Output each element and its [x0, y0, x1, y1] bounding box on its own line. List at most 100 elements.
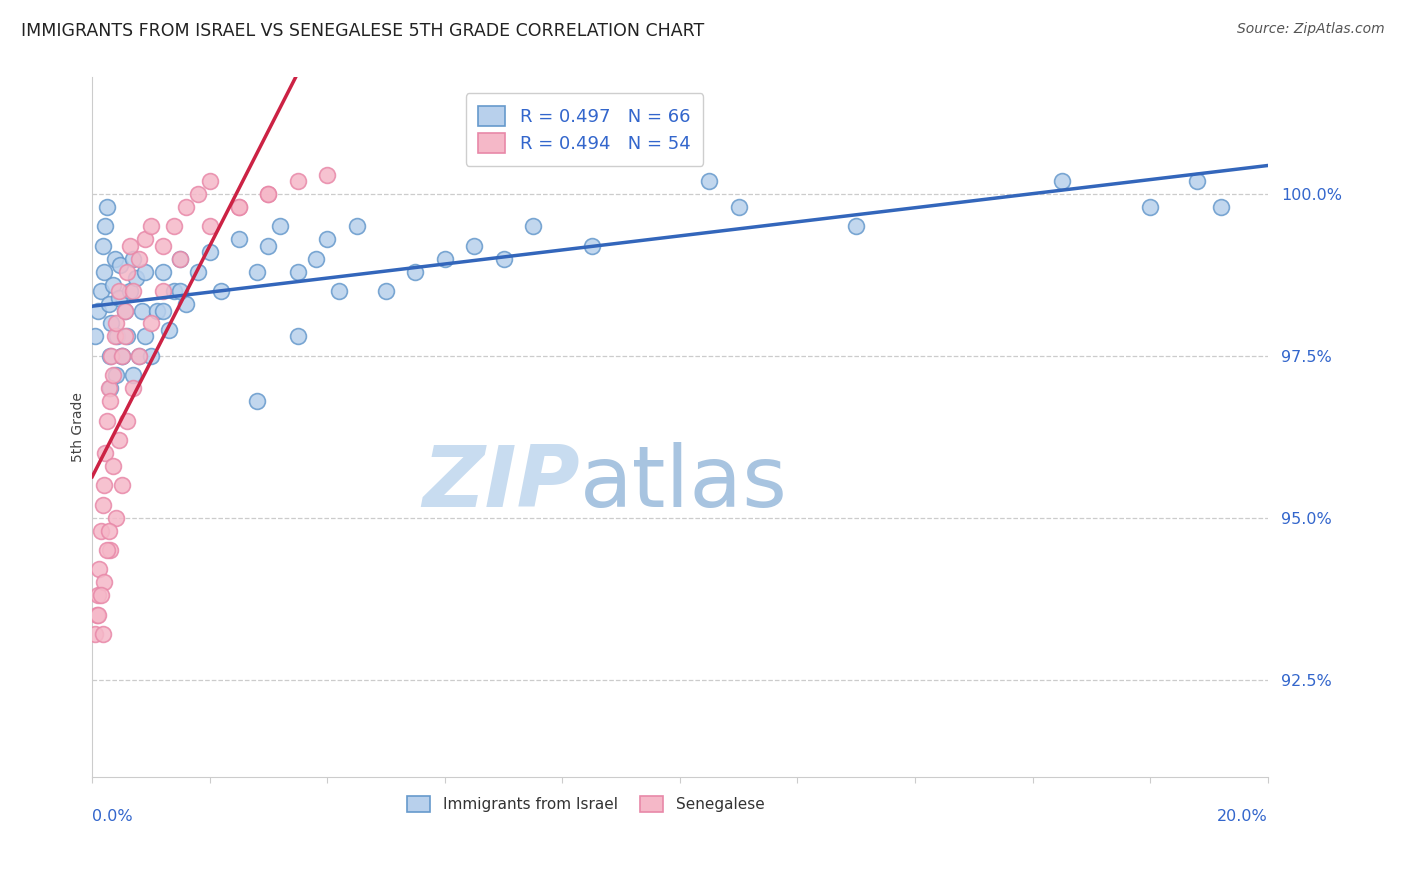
Point [163, 284, 186, 298]
Point [134, 329, 156, 343]
Point [257, 239, 280, 253]
Point [727, 200, 749, 214]
Point [246, 265, 269, 279]
Point [257, 186, 280, 201]
Point [84, 627, 107, 641]
Point [96, 414, 118, 428]
Point [211, 284, 233, 298]
Text: Source: ZipAtlas.com: Source: ZipAtlas.com [1237, 22, 1385, 37]
Text: atlas: atlas [581, 442, 787, 524]
Point [163, 219, 186, 234]
Point [107, 291, 129, 305]
Point [169, 284, 191, 298]
Point [120, 239, 142, 253]
Point [1185, 174, 1208, 188]
Point [122, 381, 145, 395]
Point [375, 284, 398, 298]
Point [125, 271, 148, 285]
Point [134, 232, 156, 246]
Point [101, 458, 124, 473]
Point [845, 219, 868, 234]
Point [169, 252, 191, 266]
Point [287, 329, 309, 343]
Point [98, 543, 121, 558]
Point [174, 200, 197, 214]
Point [287, 174, 309, 188]
Point [93, 265, 115, 279]
Point [581, 239, 603, 253]
Point [128, 349, 150, 363]
Point [103, 329, 125, 343]
Point [134, 265, 156, 279]
Point [100, 317, 122, 331]
Text: 0.0%: 0.0% [93, 809, 132, 824]
Point [110, 258, 132, 272]
Point [152, 265, 174, 279]
Point [90, 524, 112, 538]
Point [104, 317, 127, 331]
Text: IMMIGRANTS FROM ISRAEL VS SENEGALESE 5TH GRADE CORRELATION CHART: IMMIGRANTS FROM ISRAEL VS SENEGALESE 5TH… [21, 22, 704, 40]
Point [101, 277, 124, 292]
Point [228, 200, 250, 214]
Point [86, 607, 108, 622]
Point [346, 219, 368, 234]
Point [316, 168, 339, 182]
Point [98, 349, 121, 363]
Point [122, 284, 145, 298]
Point [110, 349, 132, 363]
Point [110, 478, 132, 492]
Point [87, 607, 110, 622]
Point [433, 252, 456, 266]
Point [105, 329, 128, 343]
Point [198, 245, 221, 260]
Point [117, 414, 139, 428]
Point [287, 265, 309, 279]
Point [1050, 174, 1073, 188]
Point [91, 239, 114, 253]
Point [1139, 200, 1161, 214]
Point [101, 368, 124, 383]
Point [128, 349, 150, 363]
Point [697, 174, 720, 188]
Point [98, 381, 121, 395]
Point [169, 252, 191, 266]
Point [91, 627, 114, 641]
Point [94, 219, 117, 234]
Point [107, 433, 129, 447]
Point [139, 317, 162, 331]
Point [97, 524, 120, 538]
Point [114, 329, 136, 343]
Point [117, 265, 139, 279]
Point [304, 252, 326, 266]
Point [152, 303, 174, 318]
Point [110, 349, 132, 363]
Point [139, 349, 162, 363]
Point [198, 174, 221, 188]
Point [404, 265, 426, 279]
Point [98, 394, 121, 409]
Point [1209, 200, 1232, 214]
Point [187, 186, 209, 201]
Point [100, 349, 122, 363]
Point [89, 562, 111, 576]
Point [84, 329, 107, 343]
Point [257, 186, 280, 201]
Point [152, 284, 174, 298]
Point [110, 349, 132, 363]
Point [269, 219, 291, 234]
Point [187, 265, 209, 279]
Legend: Immigrants from Israel, Senegalese: Immigrants from Israel, Senegalese [401, 789, 770, 818]
Point [90, 588, 112, 602]
Point [87, 588, 110, 602]
Point [152, 239, 174, 253]
Point [139, 219, 162, 234]
Point [228, 232, 250, 246]
Point [316, 232, 339, 246]
Point [122, 368, 145, 383]
Point [492, 252, 515, 266]
Point [122, 252, 145, 266]
Point [463, 239, 485, 253]
Point [146, 303, 169, 318]
Point [128, 252, 150, 266]
Point [96, 543, 118, 558]
